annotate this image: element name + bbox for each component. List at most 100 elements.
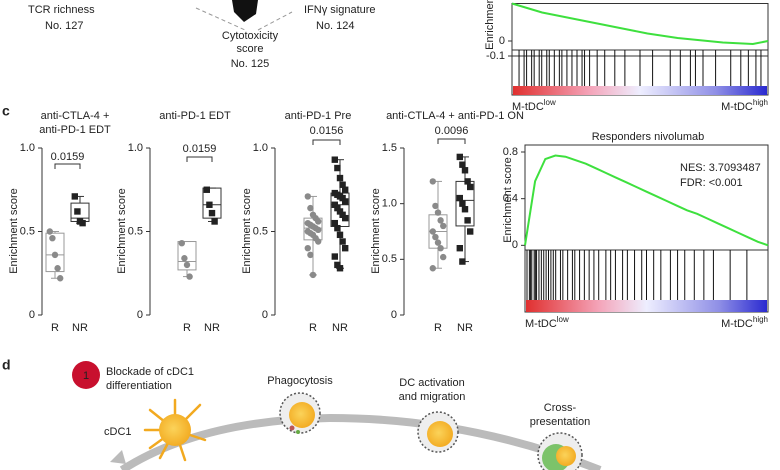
y-axis-label: Enrichment score — [241, 188, 253, 274]
point — [334, 261, 341, 269]
significance-bracket — [186, 156, 213, 162]
node-count: No. 127 — [45, 20, 84, 32]
cell-label: cDC1 — [104, 426, 132, 438]
point — [334, 164, 341, 172]
y-tick-label: 0 — [137, 309, 143, 321]
x-tick-label: NR — [332, 322, 348, 334]
plot-title: anti-CTLA-4 + anti-PD-1 ON — [386, 110, 524, 122]
significance-bracket — [312, 139, 341, 145]
point — [54, 265, 61, 272]
point — [432, 233, 439, 241]
y-tick-label: 1.0 — [382, 198, 397, 210]
y-tick-label: 0 — [391, 309, 397, 321]
y-tick-label: 1.0 — [20, 142, 35, 154]
point — [331, 156, 338, 163]
node-label: score — [237, 43, 264, 55]
cdc1-cell — [143, 398, 207, 462]
point — [459, 258, 466, 265]
point — [464, 217, 471, 224]
y-tick-label: 0.5 — [382, 253, 397, 265]
y-tick-label: 0 — [499, 35, 505, 47]
point — [339, 238, 346, 245]
point — [429, 178, 436, 185]
point — [464, 178, 471, 185]
phagocytosis-cell — [279, 392, 321, 434]
arrow-head — [110, 450, 126, 464]
x-tick-label: R — [51, 322, 59, 334]
point — [342, 198, 349, 205]
es-curve — [524, 154, 769, 247]
point — [437, 245, 444, 252]
point — [336, 231, 344, 239]
point — [181, 255, 188, 262]
y-tick-label: 0.4 — [503, 193, 518, 205]
step-text: Blockade of cDC1 — [106, 366, 194, 378]
x-tick-label: NR — [457, 322, 473, 334]
gene-set-label: M-tDChigh — [721, 98, 768, 113]
point — [440, 222, 447, 230]
label-sup: low — [557, 315, 569, 324]
stage-label: Cross- — [544, 402, 577, 414]
point — [178, 239, 185, 247]
label-sup: high — [753, 315, 768, 324]
significance-bracket — [437, 138, 466, 144]
point — [459, 161, 466, 168]
point — [183, 261, 191, 269]
rank-colorbar — [526, 300, 767, 312]
node-label: Cytotoxicity — [222, 30, 279, 42]
y-tick-label: 0.5 — [20, 225, 35, 237]
plot-title: anti-CTLA-4 + — [41, 110, 110, 122]
network-node — [232, 0, 258, 22]
stage-label: presentation — [530, 416, 591, 428]
rank-colorbar — [513, 86, 767, 95]
stage-label: and migration — [399, 391, 466, 403]
point — [211, 218, 218, 225]
activation-cell — [417, 411, 459, 453]
point — [74, 208, 81, 215]
stage-label: Phagocytosis — [267, 375, 333, 387]
point — [336, 174, 344, 182]
point — [203, 186, 210, 193]
label-base: M-tDC — [512, 101, 544, 113]
gsea-nes: NES: 3.7093487 — [680, 162, 761, 174]
point — [309, 271, 317, 279]
panel-label: d — [2, 357, 11, 373]
point — [342, 245, 349, 252]
point — [339, 181, 346, 188]
y-tick-label: 1.5 — [382, 142, 397, 154]
point — [339, 211, 346, 218]
box — [202, 187, 222, 219]
point — [315, 238, 322, 245]
point — [51, 251, 59, 259]
box — [45, 232, 65, 273]
box — [177, 241, 197, 271]
point — [336, 265, 344, 272]
gene-set-label: M-tDClow — [512, 98, 556, 113]
step-number: 1 — [83, 370, 89, 382]
point — [456, 245, 463, 252]
es-curve — [511, 2, 769, 46]
point — [434, 209, 442, 216]
network-edge — [195, 7, 293, 31]
point — [456, 194, 463, 202]
step-badge — [72, 361, 100, 389]
label-base: M-tDC — [721, 318, 753, 330]
y-tick-label: 0 — [29, 309, 35, 321]
point — [467, 183, 474, 191]
plot-title: anti-PD-1 EDT — [159, 110, 231, 122]
point — [186, 273, 193, 280]
point — [429, 265, 436, 272]
x-tick-label: NR — [72, 322, 88, 334]
point — [342, 214, 349, 222]
point — [304, 245, 311, 252]
point — [440, 253, 447, 261]
y-tick-label: 1.0 — [253, 142, 268, 154]
y-axis-label: Enrichment score — [370, 188, 382, 274]
point — [456, 153, 463, 161]
y-tick-label: 1.0 — [128, 142, 143, 154]
point — [71, 193, 78, 200]
node-label: TCR richness — [28, 4, 95, 16]
plot-title: anti-PD-1 EDT — [39, 124, 111, 136]
plot-title: anti-PD-1 Pre — [285, 110, 352, 122]
